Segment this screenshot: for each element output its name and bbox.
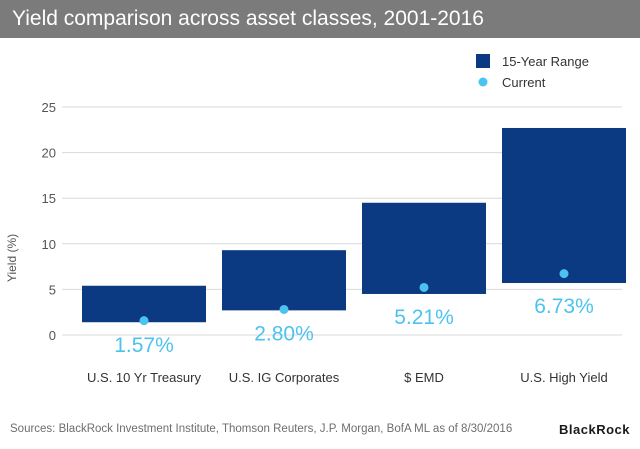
- y-tick-label: 20: [42, 146, 56, 161]
- y-tick-label: 15: [42, 191, 56, 206]
- current-marker: [139, 316, 149, 326]
- x-tick-label: $ EMD: [404, 370, 444, 385]
- y-tick-label: 25: [42, 100, 56, 115]
- legend-range-swatch: [476, 54, 490, 68]
- range-bar: [362, 202, 486, 294]
- current-marker: [279, 304, 289, 314]
- x-tick-label: U.S. High Yield: [520, 370, 607, 385]
- current-value-label: 2.80%: [254, 322, 314, 345]
- y-axis-ticks: 0 5 10 15 20 25: [42, 100, 56, 343]
- x-tick-label: U.S. IG Corporates: [229, 370, 340, 385]
- range-bars: 1.57% 2.80% 5.21% 6.73%: [82, 127, 626, 357]
- x-axis-labels: U.S. 10 Yr Treasury U.S. IG Corporates $ E…: [87, 370, 608, 385]
- range-bar: [502, 127, 626, 284]
- source-note: Sources: BlackRock Investment Institute,…: [10, 423, 513, 435]
- x-tick-label: U.S. 10 Yr Treasury: [87, 370, 201, 385]
- current-value-label: 5.21%: [394, 306, 454, 329]
- range-bar: [82, 285, 206, 323]
- legend-range-label: 15-Year Range: [502, 54, 589, 69]
- blackrock-logo: BlackRock: [559, 422, 630, 437]
- y-tick-label: 10: [42, 237, 56, 252]
- chart-title: Yield comparison across asset classes, 2…: [12, 7, 484, 30]
- legend-current-label: Current: [502, 75, 546, 90]
- legend: 15-Year Range Current: [476, 54, 589, 90]
- footer: Sources: BlackRock Investment Institute,…: [0, 412, 640, 449]
- current-marker: [419, 282, 429, 292]
- current-marker: [559, 269, 569, 279]
- y-axis-label: Yield (%): [5, 234, 19, 282]
- title-bar: Yield comparison across asset classes, 2…: [0, 0, 640, 38]
- range-bar: [222, 250, 346, 311]
- y-tick-label: 0: [49, 328, 56, 343]
- current-value-label: 1.57%: [114, 334, 174, 357]
- range-bar-chart: 15-Year Range Current Yield (%) 0 5 10 15 20…: [5, 54, 626, 385]
- current-value-label: 6.73%: [534, 295, 594, 318]
- y-tick-label: 5: [49, 282, 56, 297]
- legend-current-marker: [478, 77, 488, 87]
